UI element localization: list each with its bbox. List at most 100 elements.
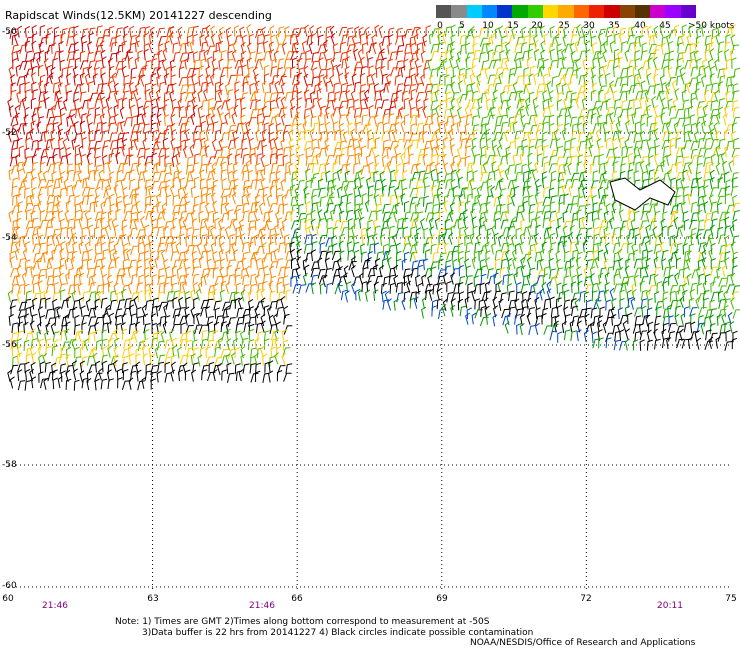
- wind-barb: [327, 179, 334, 191]
- wind-barb: [113, 104, 119, 117]
- wind-barb: [142, 123, 150, 134]
- wind-barb: [170, 251, 178, 262]
- wind-barb: [108, 312, 115, 325]
- wind-barb: [116, 368, 123, 381]
- wind-barb: [158, 36, 167, 46]
- wind-barb: [203, 88, 208, 101]
- wind-barb: [17, 25, 23, 38]
- wind-barb: [268, 314, 274, 327]
- wind-barb: [393, 298, 399, 311]
- wind-barb: [374, 24, 380, 37]
- wind-barb: [500, 258, 508, 270]
- wind-barb: [205, 162, 212, 174]
- wind-barb: [501, 41, 507, 53]
- wind-barb: [555, 297, 562, 309]
- wind-barb: [23, 339, 30, 351]
- wind-barb: [11, 322, 19, 334]
- wind-barb: [38, 268, 46, 279]
- wind-barb: [43, 130, 49, 142]
- wind-barb: [225, 322, 232, 335]
- wind-barb: [730, 272, 736, 285]
- wind-barb: [239, 97, 246, 109]
- wind-barb: [360, 66, 367, 77]
- wind-barb: [92, 73, 98, 86]
- wind-barb: [711, 27, 718, 39]
- wind-barb: [70, 113, 76, 126]
- wind-barb: [261, 80, 267, 93]
- wind-barb: [725, 243, 731, 255]
- wind-barb: [40, 149, 49, 159]
- wind-barb: [73, 25, 79, 37]
- wind-barb: [561, 83, 567, 95]
- pass-time-2: 21:46: [249, 601, 275, 611]
- wind-barb: [79, 346, 85, 358]
- wind-barb: [563, 96, 569, 110]
- wind-barb: [24, 298, 32, 310]
- wind-barb: [179, 130, 186, 142]
- wind-barb: [579, 290, 586, 302]
- wind-barb: [686, 273, 692, 286]
- wind-barb: [142, 313, 149, 326]
- wind-barb: [129, 25, 135, 38]
- wind-barb: [56, 306, 62, 319]
- wind-barb: [646, 115, 653, 127]
- wind-barb: [122, 266, 130, 278]
- wind-barb: [212, 267, 219, 279]
- wind-barb: [288, 163, 294, 176]
- wind-barb: [704, 218, 710, 230]
- wind-barb: [633, 227, 640, 239]
- wind-barb: [320, 130, 327, 142]
- wind-barb: [163, 172, 171, 183]
- wind-barb: [331, 274, 340, 286]
- wind-barb: [254, 52, 262, 63]
- wind-barb: [458, 264, 465, 277]
- wind-barb: [539, 249, 545, 262]
- wind-barb: [64, 210, 70, 223]
- wind-barb: [164, 98, 170, 111]
- wind-barb: [604, 91, 610, 103]
- wind-barb: [459, 93, 468, 104]
- wind-barb: [578, 140, 586, 151]
- wind-barb: [141, 344, 148, 358]
- wind-barb: [38, 80, 44, 93]
- wind-barb: [395, 35, 403, 46]
- wind-barb: [627, 312, 633, 325]
- wind-barb: [17, 369, 23, 381]
- wind-barb: [224, 202, 230, 215]
- wind-barb: [268, 41, 274, 54]
- wind-barb: [480, 245, 489, 255]
- wind-barb: [389, 106, 395, 118]
- wind-barb: [665, 82, 670, 95]
- wind-barb: [95, 121, 103, 133]
- wind-barb: [682, 99, 690, 111]
- wind-barb: [17, 210, 23, 222]
- wind-barb: [291, 268, 298, 279]
- wind-barb: [227, 209, 234, 221]
- wind-barb: [549, 60, 558, 70]
- wind-barb: [151, 305, 158, 317]
- wind-barb: [263, 220, 272, 231]
- wind-barb: [444, 259, 452, 271]
- wind-barb: [205, 202, 210, 215]
- wind-barb: [53, 100, 62, 111]
- wind-barb: [451, 169, 457, 181]
- wind-barb: [501, 67, 509, 78]
- wind-barb: [500, 292, 507, 303]
- wind-barb: [541, 139, 547, 151]
- wind-barb: [645, 210, 651, 223]
- wind-barb: [653, 49, 660, 61]
- wind-barb: [512, 257, 518, 270]
- wind-barb: [165, 194, 172, 207]
- wind-barb: [326, 202, 334, 213]
- wind-barb: [374, 275, 383, 286]
- wind-barb: [31, 204, 40, 215]
- wind-barb: [16, 265, 22, 278]
- wind-barb: [618, 209, 624, 222]
- wind-barb: [331, 235, 337, 247]
- wind-barb: [548, 114, 555, 126]
- wind-barb: [128, 323, 136, 334]
- wind-barb: [354, 146, 360, 158]
- wind-barb: [232, 129, 238, 142]
- wind-barb: [549, 25, 555, 38]
- wind-barb: [66, 152, 72, 165]
